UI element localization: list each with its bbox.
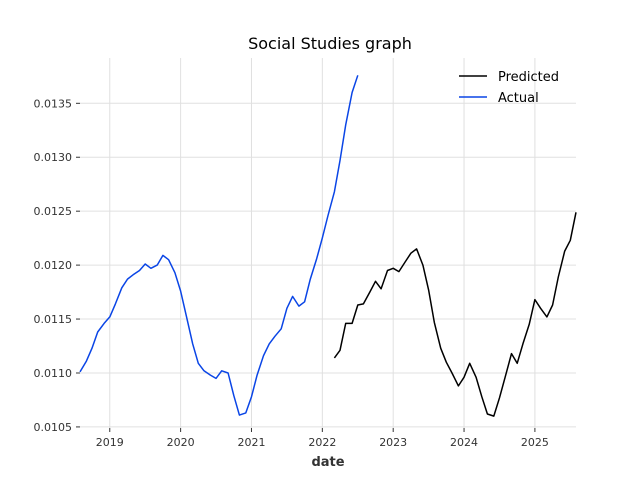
legend-label-actual: Actual <box>498 91 539 106</box>
x-axis-ticks: 2019 2020 2021 2022 2023 2024 2025 <box>96 428 549 449</box>
legend: Predicted Actual <box>459 70 559 106</box>
x-tick-label: 2024 <box>450 436 478 449</box>
y-tick-label: 0.0125 <box>34 205 73 218</box>
x-tick-label: 2025 <box>521 436 549 449</box>
x-tick-label: 2020 <box>167 436 195 449</box>
y-tick-label: 0.0105 <box>34 421 73 434</box>
series-line-predicted <box>333 212 577 417</box>
series-lines <box>79 75 577 417</box>
series-line-actual <box>79 75 359 416</box>
grid <box>80 58 576 428</box>
y-tick-label: 0.0135 <box>34 97 73 110</box>
y-tick-label: 0.0110 <box>34 367 73 380</box>
y-tick-label: 0.0115 <box>34 313 73 326</box>
x-tick-label: 2022 <box>308 436 336 449</box>
y-axis-ticks: 0.0105 0.0110 0.0115 0.0120 0.0125 0.0130 0.01… <box>34 97 80 434</box>
x-tick-label: 2021 <box>237 436 265 449</box>
legend-label-predicted: Predicted <box>498 70 559 85</box>
chart-title: Social Studies graph <box>248 34 412 53</box>
x-axis-label: date <box>311 455 344 470</box>
y-tick-label: 0.0130 <box>34 151 73 164</box>
x-tick-label: 2023 <box>379 436 407 449</box>
x-tick-label: 2019 <box>96 436 124 449</box>
y-tick-label: 0.0120 <box>34 259 73 272</box>
